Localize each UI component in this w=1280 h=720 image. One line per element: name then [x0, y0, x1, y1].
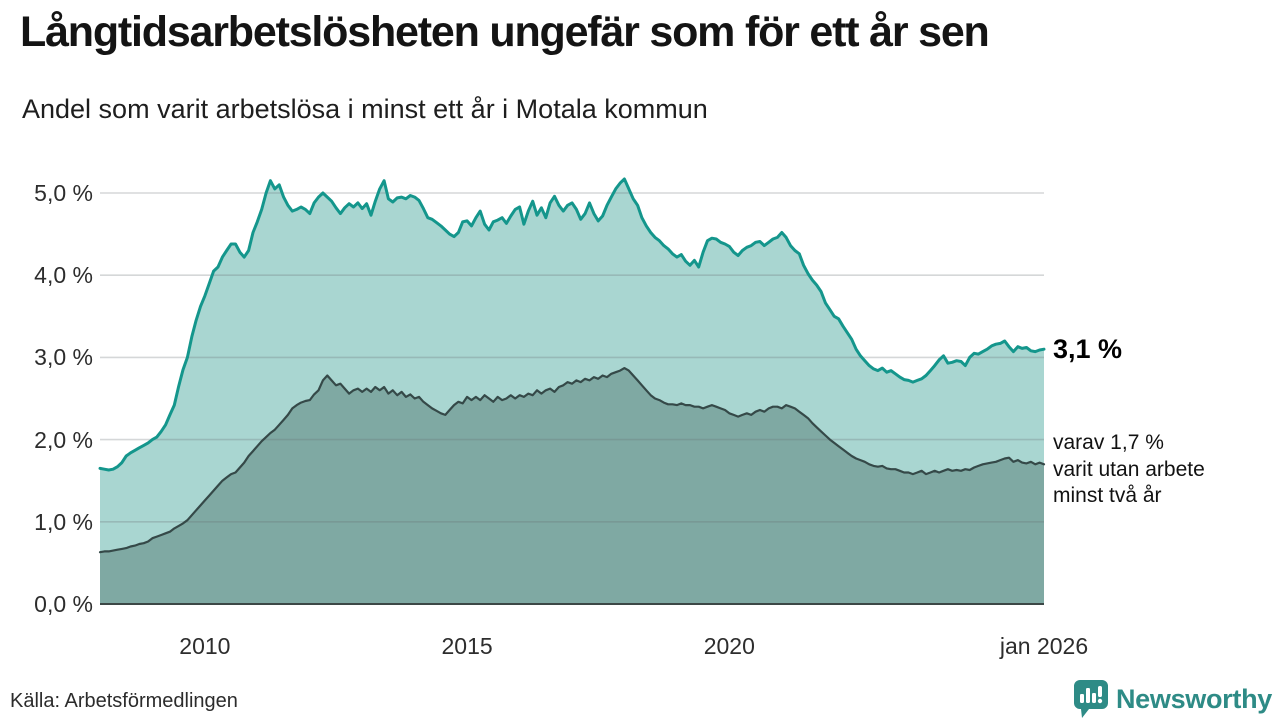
newsworthy-logo-text: Newsworthy: [1115, 683, 1272, 714]
y-axis-tick-label: 4,0 %: [34, 262, 93, 289]
series-area-1: [100, 368, 1044, 604]
y-axis-tick-label: 3,0 %: [34, 344, 93, 371]
end-note-line: varit utan arbete: [1053, 457, 1205, 481]
newsworthy-chart-bubble-icon: [1073, 680, 1108, 718]
y-axis: 0,0 % 1,0 % 2,0 % 3,0 % 4,0 % 5,0 %: [0, 0, 93, 720]
y-axis-tick-label: 1,0 %: [34, 508, 93, 535]
series-line-1: [98, 367, 1046, 554]
y-axis-tick-label: 2,0 %: [34, 426, 93, 453]
end-note-line: varav 1,7 %: [1053, 431, 1164, 454]
x-axis: 2010 2015 2020 jan 2026: [0, 633, 1280, 663]
end-note-line: minst två år: [1053, 484, 1162, 507]
series-line-0: [98, 177, 1046, 472]
x-axis-tick-label: 2020: [703, 633, 755, 659]
end-note-annotation: varav 1,7 % varit utan arbete minst två …: [1053, 430, 1205, 510]
end-value-label: 3,1 %: [1053, 334, 1123, 364]
y-axis-tick-label: 0,0 %: [34, 591, 93, 617]
source-credit: Källa: Arbetsförmedlingen: [10, 690, 238, 712]
x-axis-tick-label: 2010: [179, 633, 231, 659]
newsworthy-logo: Newsworthy: [1072, 678, 1272, 720]
x-axis-tick-label: 2015: [441, 633, 493, 659]
x-axis-tick-label: jan 2026: [999, 633, 1089, 659]
chart-title: Långtidsarbetslösheten ungefär som för e…: [20, 8, 990, 56]
y-axis-tick-label: 5,0 %: [34, 180, 93, 206]
chart-subtitle: Andel som varit arbetslösa i minst ett å…: [22, 94, 708, 124]
